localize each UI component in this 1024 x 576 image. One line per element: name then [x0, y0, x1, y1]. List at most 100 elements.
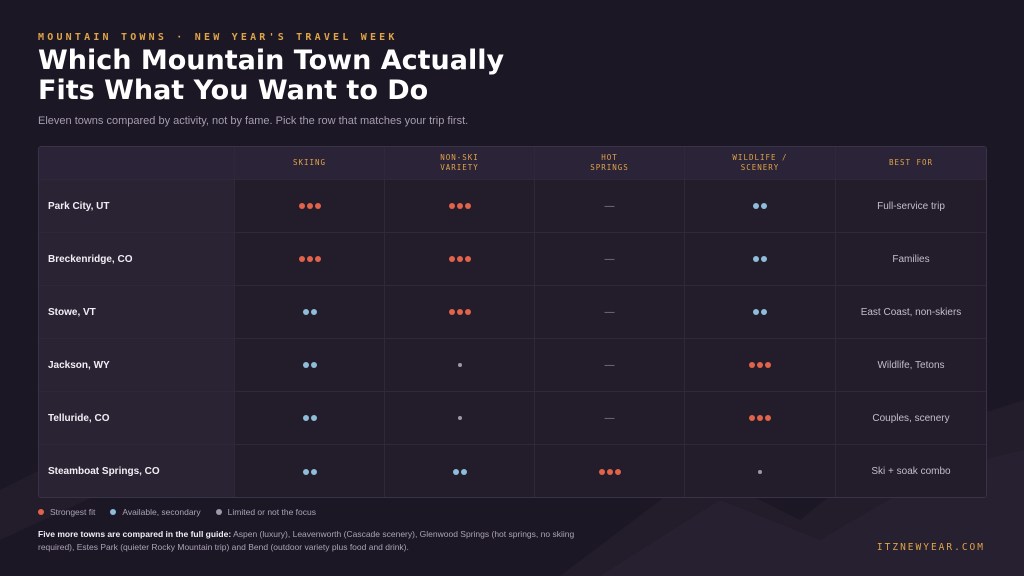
column-header-hot-springs: HOT SPRINGS — [535, 147, 685, 180]
town-name: Jackson, WY — [39, 339, 235, 392]
rating-dot-icon — [310, 309, 317, 315]
footnote-text: Aspen (luxury), Leavenworth (Cascade sce… — [38, 529, 575, 552]
rating-dot-icon — [302, 468, 309, 475]
site-url: ITZNEWYEAR.COM — [876, 542, 985, 553]
rating-dot-icon — [758, 469, 762, 474]
rating-dot-icon — [464, 309, 471, 315]
rating-cell-skiing — [235, 286, 385, 339]
rating-limited — [758, 469, 762, 474]
rating-cell-hot-springs: — — [535, 392, 685, 445]
no-rating-dash: — — [604, 412, 615, 424]
rating-dot-icon — [464, 256, 471, 262]
page-title: Which Mountain Town Actually Fits What Y… — [38, 45, 505, 106]
column-header-wildlife-scenery: WILDLIFE / SCENERY — [685, 147, 836, 180]
rating-dot-icon — [310, 362, 317, 368]
rating-strong — [448, 203, 471, 209]
rating-cell-hot-springs: — — [535, 233, 685, 286]
rating-dot-icon — [452, 468, 459, 475]
rating-dot-icon — [761, 309, 767, 315]
rating-limited — [457, 416, 462, 420]
rating-dot-icon — [765, 362, 771, 368]
rating-cell-hot-springs: — — [535, 286, 685, 339]
eyebrow-label: MOUNTAIN TOWNS · NEW YEAR'S TRAVEL WEEK — [38, 32, 398, 43]
best-for: East Coast, non-skiers — [836, 286, 986, 339]
rating-dot-icon — [598, 468, 605, 475]
town-name: Breckenridge, CO — [39, 233, 235, 286]
rating-avail — [302, 468, 317, 475]
rating-cell-skiing — [235, 233, 385, 286]
rating-avail — [302, 362, 317, 368]
rating-cell-skiing — [235, 445, 385, 497]
rating-dot-icon — [753, 203, 759, 209]
rating-dot-icon — [456, 256, 463, 262]
rating-limited — [457, 363, 462, 367]
best-for: Wildlife, Tetons — [836, 339, 986, 392]
no-rating-dash: — — [604, 359, 615, 371]
rating-dot-icon — [302, 362, 309, 368]
no-rating-dash: — — [604, 253, 615, 265]
header-corner — [39, 147, 235, 180]
rating-strong — [749, 362, 771, 368]
town-name: Park City, UT — [39, 180, 235, 233]
town-name: Telluride, CO — [39, 392, 235, 445]
rating-dot-icon — [306, 203, 313, 209]
rating-avail — [753, 309, 767, 315]
rating-cell-wildlife-scenery — [685, 233, 836, 286]
rating-dot-icon — [761, 256, 767, 262]
rating-dot-icon — [606, 468, 613, 475]
rating-avail — [753, 203, 767, 209]
rating-dot-icon — [314, 256, 321, 262]
rating-strong — [298, 203, 321, 209]
rating-strong — [448, 256, 471, 262]
rating-dot-icon — [761, 203, 767, 209]
legend-label-limited: Limited or not the focus — [227, 507, 316, 517]
legend-item-limited: Limited or not the focus — [215, 507, 316, 517]
rating-cell-wildlife-scenery — [685, 180, 836, 233]
rating-avail — [302, 309, 317, 315]
rating-avail — [753, 256, 767, 262]
rating-avail — [302, 415, 317, 421]
rating-dot-icon — [457, 363, 462, 367]
column-header-best-for: BEST FOR — [836, 147, 986, 180]
rating-dot-icon — [302, 309, 309, 315]
best-for: Families — [836, 233, 986, 286]
comparison-table: SKIING NON-SKI VARIETY HOT SPRINGS WILDLIFE… — [38, 146, 987, 498]
legend-label-strong: Strongest fit — [50, 507, 96, 517]
rating-cell-non-ski-variety — [385, 180, 535, 233]
rating-dot-icon — [749, 415, 755, 421]
available-dot-icon — [110, 509, 117, 515]
rating-cell-non-ski-variety — [385, 233, 535, 286]
rating-dot-icon — [757, 362, 763, 368]
no-rating-dash: — — [604, 200, 615, 212]
rating-strong — [448, 309, 471, 315]
legend-item-strong: Strongest fit — [38, 507, 95, 517]
rating-cell-wildlife-scenery — [685, 392, 836, 445]
rating-dot-icon — [753, 256, 759, 262]
rating-dot-icon — [765, 415, 771, 421]
rating-dot-icon — [753, 309, 759, 315]
column-header-non-ski-variety: NON-SKI VARIETY — [385, 147, 535, 180]
rating-dot-icon — [614, 468, 621, 475]
rating-cell-non-ski-variety — [385, 392, 535, 445]
rating-cell-hot-springs — [535, 445, 685, 497]
rating-dot-icon — [757, 415, 763, 421]
rating-dot-icon — [460, 468, 467, 475]
rating-strong — [749, 415, 771, 421]
rating-cell-skiing — [235, 180, 385, 233]
rating-cell-hot-springs: — — [535, 180, 685, 233]
best-for: Full-service trip — [836, 180, 986, 233]
rating-dot-icon — [310, 415, 317, 421]
rating-dot-icon — [302, 415, 309, 421]
rating-dot-icon — [314, 203, 321, 209]
rating-cell-non-ski-variety — [385, 286, 535, 339]
rating-cell-wildlife-scenery — [685, 445, 836, 497]
rating-cell-hot-springs: — — [535, 339, 685, 392]
rating-dot-icon — [448, 309, 455, 315]
rating-cell-wildlife-scenery — [685, 286, 836, 339]
best-for: Ski + soak combo — [871, 466, 951, 477]
rating-cell-wildlife-scenery — [685, 339, 836, 392]
page-subtitle: Eleven towns compared by activity, not b… — [38, 115, 469, 127]
rating-strong — [298, 256, 321, 262]
rating-dot-icon — [448, 203, 455, 209]
town-name: Stowe, VT — [39, 286, 235, 339]
